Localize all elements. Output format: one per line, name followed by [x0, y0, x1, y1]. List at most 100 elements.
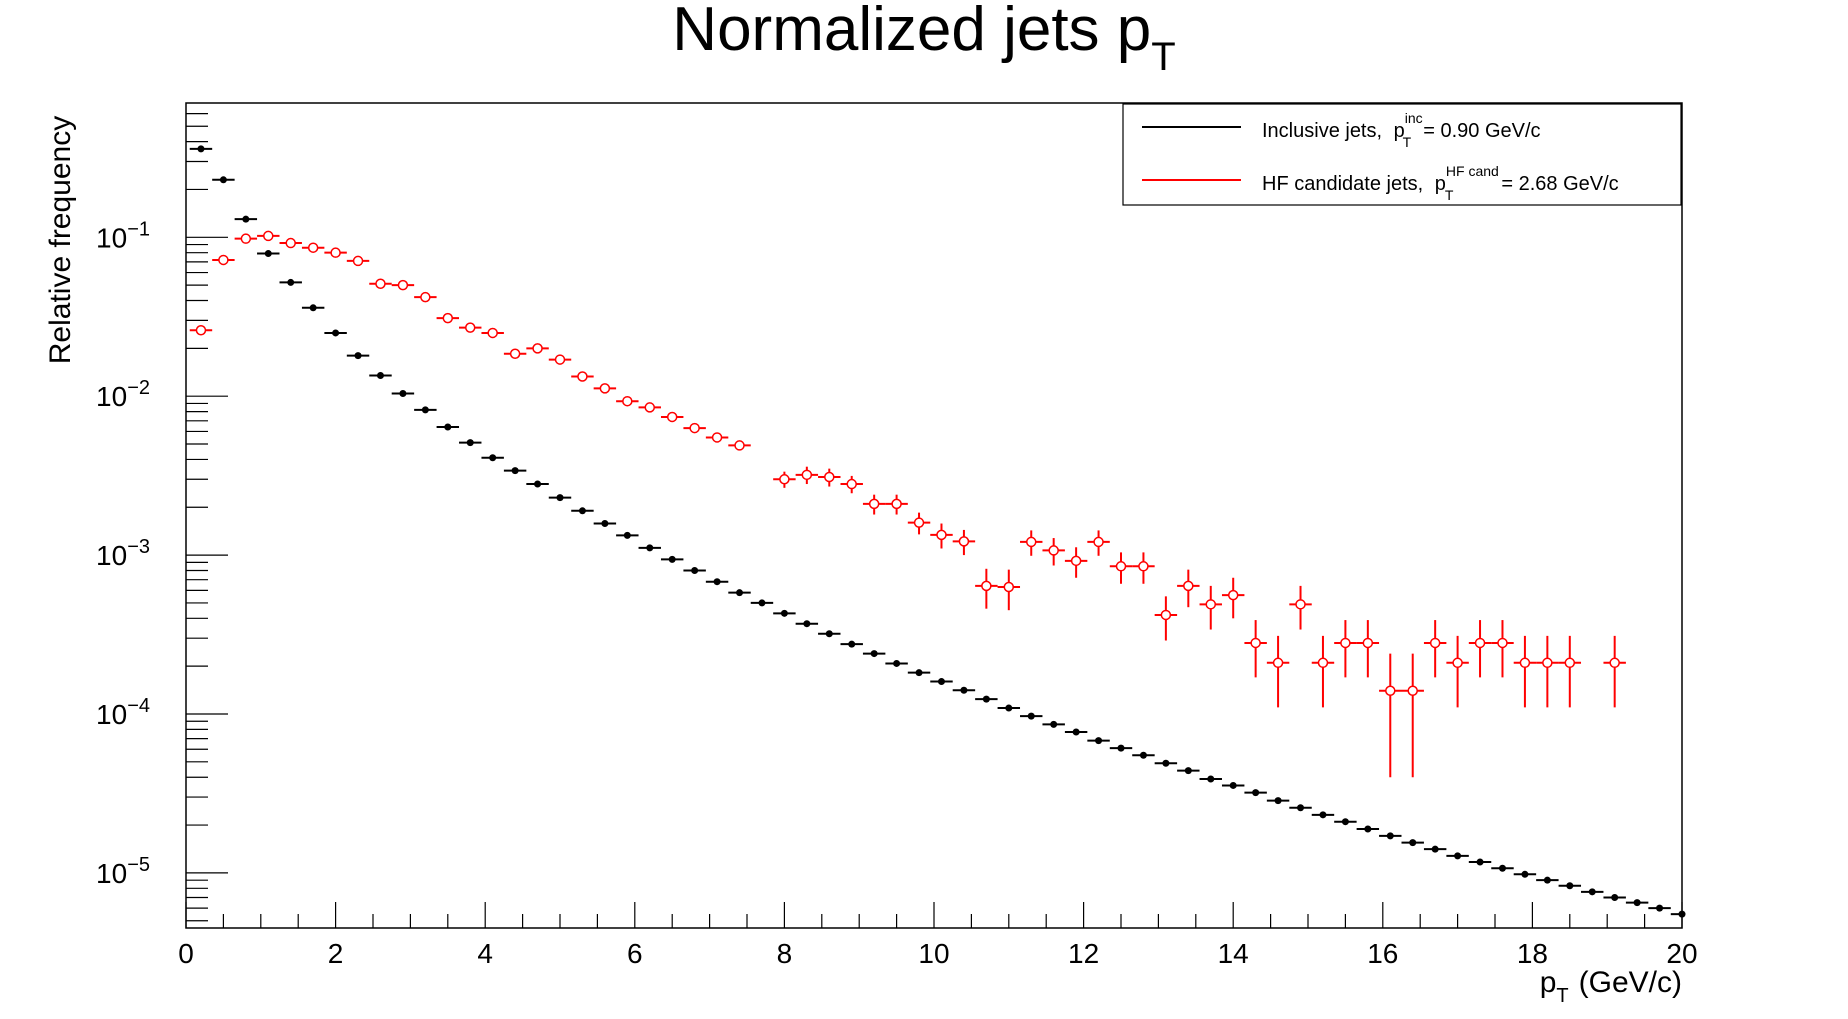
data-point: [1609, 657, 1620, 669]
legend-label-hf-name: HF candidate jets,: [1262, 173, 1423, 195]
data-point: [1319, 811, 1327, 819]
legend-label-hf-sup: HF cand: [1446, 163, 1499, 179]
data-point: [1184, 767, 1192, 775]
data-point: [1476, 858, 1484, 866]
data-point: [1095, 737, 1103, 745]
data-point: [646, 544, 654, 552]
y-tick-label: 10−2: [96, 377, 150, 412]
data-point: [1611, 894, 1619, 902]
y-tick-label: 10−3: [96, 536, 150, 571]
data-point: [1048, 545, 1059, 556]
data-point: [868, 498, 880, 510]
data-point: [399, 389, 407, 397]
x-axis-label-subscript: T: [1556, 985, 1568, 1007]
data-point: [240, 233, 252, 244]
x-tick-label: 14: [1218, 938, 1249, 969]
x-tick-label: 12: [1068, 938, 1099, 969]
data-point: [1678, 910, 1686, 918]
data-point: [734, 440, 745, 451]
data-point: [1497, 637, 1508, 649]
data-point: [264, 250, 272, 258]
data-point: [893, 659, 901, 667]
x-tick-label: 4: [477, 938, 493, 969]
x-tick-label: 18: [1517, 938, 1548, 969]
data-point: [1543, 876, 1551, 884]
data-point: [263, 230, 274, 242]
data-point: [307, 242, 319, 253]
data-point: [287, 278, 295, 286]
data-point: [421, 406, 429, 414]
data-point: [1272, 657, 1284, 669]
data-point: [466, 439, 474, 447]
data-point: [1274, 797, 1282, 805]
x-tick-label: 0: [178, 938, 194, 969]
series-layer: [189, 145, 1686, 918]
data-point: [1025, 536, 1037, 548]
data-point: [242, 215, 250, 223]
legend-box: [1122, 103, 1682, 206]
data-point: [1385, 685, 1396, 697]
data-point: [758, 599, 766, 607]
data-point: [511, 467, 519, 475]
data-point: [556, 494, 564, 502]
data-point: [1566, 882, 1574, 890]
data-point: [958, 536, 970, 547]
data-point: [554, 354, 566, 365]
data-point: [981, 580, 992, 592]
data-point: [1542, 657, 1553, 669]
data-point: [309, 304, 317, 312]
data-point: [915, 669, 923, 677]
data-point: [1093, 536, 1104, 548]
legend-label-inclusive: Inclusive jets, pinc T = 0.90 GeV/c: [1262, 110, 1541, 150]
data-point: [960, 686, 968, 694]
data-point: [1003, 581, 1015, 593]
data-point: [577, 371, 588, 382]
x-tick-label: 2: [328, 938, 344, 969]
x-axis-ticks: 0 2 4 6 8 10 12 14 16 18 20: [178, 902, 1698, 969]
data-point: [1117, 744, 1125, 752]
data-point: [824, 471, 835, 483]
data-point: [354, 352, 362, 360]
data-point: [1521, 870, 1529, 878]
data-point: [352, 255, 364, 267]
data-point: [1364, 825, 1372, 833]
data-point: [1564, 657, 1576, 669]
data-point: [487, 327, 498, 339]
legend-label-inclusive-value: = 0.90 GeV/c: [1423, 120, 1540, 142]
data-point: [195, 324, 207, 336]
data-point: [1005, 704, 1013, 712]
y-axis-ticks: 10−1 10−2 10−3 10−4 10−5: [96, 113, 228, 922]
data-point: [1183, 580, 1194, 592]
x-tick-label: 8: [777, 938, 793, 969]
data-point: [219, 176, 227, 184]
data-point: [1297, 804, 1305, 812]
data-point: [1362, 637, 1374, 649]
data-point: [713, 578, 721, 586]
legend-label-inclusive-sup: inc: [1405, 110, 1423, 126]
data-point: [1341, 818, 1349, 826]
data-point: [1498, 864, 1506, 872]
data-point: [489, 454, 497, 462]
series-inclusive: [189, 145, 1686, 918]
data-point: [397, 279, 409, 291]
x-axis-label: pT (GeV/c): [1540, 966, 1682, 1007]
plot-frame: [185, 102, 1683, 929]
y-axis-label: Relative frequency: [44, 116, 77, 364]
data-point: [1207, 775, 1215, 783]
data-point: [711, 432, 723, 443]
data-point: [1250, 637, 1261, 649]
series-hf-candidate: [189, 230, 1626, 778]
data-point: [330, 247, 341, 258]
data-point: [444, 423, 452, 431]
data-point: [1431, 845, 1439, 853]
data-point: [623, 531, 631, 539]
data-point: [1588, 888, 1596, 896]
legend-label-hf-sub: T: [1445, 187, 1454, 203]
legend-label-hf-math: p: [1435, 173, 1446, 195]
data-point: [464, 322, 476, 333]
data-point: [218, 254, 229, 266]
data-point: [509, 348, 521, 359]
data-point: [937, 678, 945, 686]
chart-title-main: Normalized jets p: [672, 0, 1151, 64]
data-point: [420, 291, 431, 303]
